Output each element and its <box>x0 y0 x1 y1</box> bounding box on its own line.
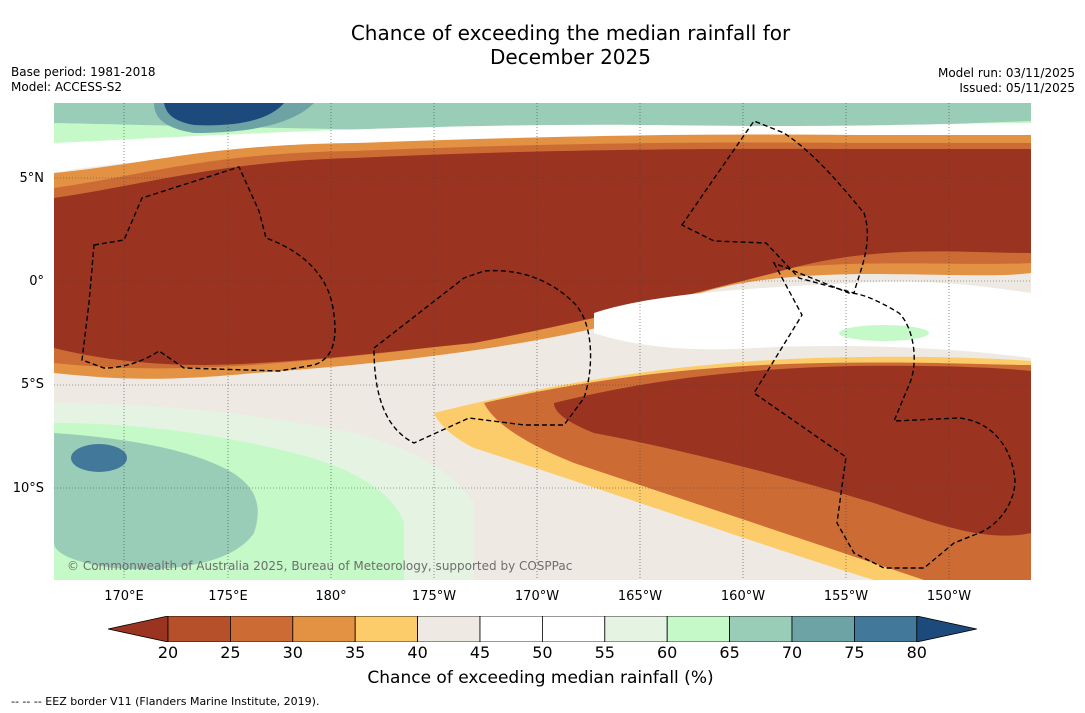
colorbar-tick-label: 75 <box>844 643 865 662</box>
colorbar-extend-high <box>916 616 977 642</box>
eez-borders <box>81 120 1016 569</box>
colorbar-tick-label: 80 <box>906 643 927 662</box>
graticule <box>54 103 1031 580</box>
lon-label-150w: 150°W <box>926 589 972 604</box>
colorbar-swatch <box>292 616 356 642</box>
lat-label-10s: 10°S <box>12 481 44 496</box>
colorbar-tick-label: 35 <box>345 643 366 662</box>
colorbar-tick-label: 30 <box>282 643 303 662</box>
issued-date: Issued: 05/11/2025 <box>959 81 1075 95</box>
model-name: Model: ACCESS-S2 <box>11 80 123 94</box>
colorbar-swatch <box>167 616 231 642</box>
map-svg <box>54 103 1031 580</box>
colorbar-tick-label: 25 <box>220 643 241 662</box>
colorbar-swatch <box>666 616 731 642</box>
lat-label-5n: 5°N <box>19 171 45 186</box>
lon-label-155w: 155°W <box>823 589 869 604</box>
colorbar-swatch <box>230 616 294 642</box>
south-dry-core <box>554 365 1031 536</box>
eez-border-central <box>373 269 592 444</box>
title-line-1: Chance of exceeding the median rainfall … <box>350 21 791 45</box>
colorbar-label: Chance of exceeding median rainfall (%) <box>367 668 714 688</box>
equatorial-wet-spot <box>839 325 929 341</box>
colorbar-tick-label: 55 <box>594 643 615 662</box>
lon-label-180: 180° <box>315 589 347 604</box>
colorbar-swatch <box>479 616 543 642</box>
colorbar-tick-label: 60 <box>657 643 678 662</box>
colorbar-tick-label: 20 <box>157 643 179 662</box>
eez-border-south-east <box>753 261 1016 569</box>
meta-right: Model run: 03/11/2025 Issued: 05/11/2025 <box>938 66 1075 96</box>
colorbar-tick-label: 40 <box>407 643 428 662</box>
southwest-very-wet-spot <box>71 444 127 472</box>
colorbar-extend-low <box>108 616 169 642</box>
lon-label-175w: 175°W <box>411 589 457 604</box>
eez-border-west <box>81 166 336 372</box>
colorbar-swatch <box>729 616 793 642</box>
colorbar-swatch <box>854 616 918 642</box>
colorbar-tick-label: 50 <box>532 643 553 662</box>
colorbar-swatches <box>108 616 977 642</box>
colorbar-tick-label: 70 <box>781 643 803 662</box>
colorbar-tick-label: 45 <box>469 643 491 662</box>
dry-band-core <box>54 148 1031 365</box>
eez-border-north-east <box>680 120 868 294</box>
colorbar-swatch <box>417 616 481 642</box>
lon-label-175e: 175°E <box>208 589 248 604</box>
colorbar-swatch <box>541 616 606 642</box>
title-line-2: December 2025 <box>490 45 651 69</box>
meta-left: Base period: 1981-2018 Model: ACCESS-S2 <box>11 65 156 95</box>
colorbar-swatch <box>791 616 855 642</box>
colorbar <box>108 616 977 642</box>
colorbar-swatch <box>354 616 418 642</box>
colorbar-swatch <box>604 616 668 642</box>
eez-legend: -- -- -- EEZ border V11 (Flanders Marine… <box>11 695 320 708</box>
lon-label-160w: 160°W <box>720 589 766 604</box>
map-copyright: © Commonwealth of Australia 2025, Bureau… <box>67 559 573 573</box>
lon-label-170w: 170°W <box>514 589 560 604</box>
lon-label-170e: 170°E <box>104 589 144 604</box>
lat-label-5s: 5°S <box>20 377 44 392</box>
lat-label-0: 0° <box>29 274 44 289</box>
rainfall-map <box>54 103 1031 580</box>
north-very-wet-core <box>164 103 284 126</box>
model-run: Model run: 03/11/2025 <box>937 66 1075 80</box>
map-title: Chance of exceeding the median rainfall … <box>0 21 1085 69</box>
lon-label-165w: 165°W <box>617 589 663 604</box>
colorbar-tick-label: 65 <box>719 643 740 662</box>
equatorial-neutral-strip <box>594 281 1031 358</box>
base-period: Base period: 1981-2018 <box>11 65 156 79</box>
